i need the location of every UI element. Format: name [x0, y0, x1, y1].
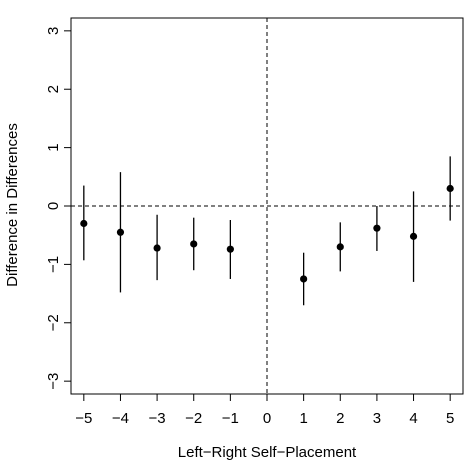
x-tick-label: 0: [263, 410, 271, 427]
y-tick-label: 0: [45, 202, 62, 210]
data-point: [226, 245, 234, 253]
data-point: [116, 228, 125, 236]
data-point: [446, 184, 454, 193]
plot-area: [71, 18, 463, 394]
x-tick-label: 2: [336, 410, 344, 427]
data-point: [80, 219, 88, 228]
y-tick-label: 1: [45, 143, 62, 151]
y-tick-label: 2: [45, 85, 62, 93]
x-tick-label: −5: [75, 410, 92, 427]
data-point: [153, 244, 161, 252]
x-tick-label: 5: [446, 410, 454, 427]
y-tick-label: 3: [45, 27, 62, 35]
x-tick-label: −3: [149, 410, 166, 427]
x-tick-label: −4: [112, 410, 129, 427]
x-tick-label: −2: [185, 410, 202, 427]
x-axis-title: Left−Right Self−Placement: [178, 444, 357, 461]
x-tick-label: 4: [409, 410, 417, 427]
y-tick-label: −3: [45, 373, 62, 390]
y-tick-label: −2: [45, 314, 62, 331]
data-point: [336, 243, 344, 251]
y-axis-title: Difference in Differences: [4, 123, 21, 287]
data-point: [300, 275, 308, 283]
data-point: [373, 224, 381, 232]
axes: −5 −4 −3 −2 −1 0 1 2 3 4 5 −3 −2 −1 0 1 2 3: [45, 17, 464, 427]
data-point: [190, 240, 198, 248]
x-tick-label: 3: [373, 410, 381, 427]
y-tick-label: −1: [45, 256, 62, 273]
x-tick-label: −1: [222, 410, 239, 427]
x-tick-label: 1: [299, 410, 307, 427]
data-point: [409, 232, 418, 240]
